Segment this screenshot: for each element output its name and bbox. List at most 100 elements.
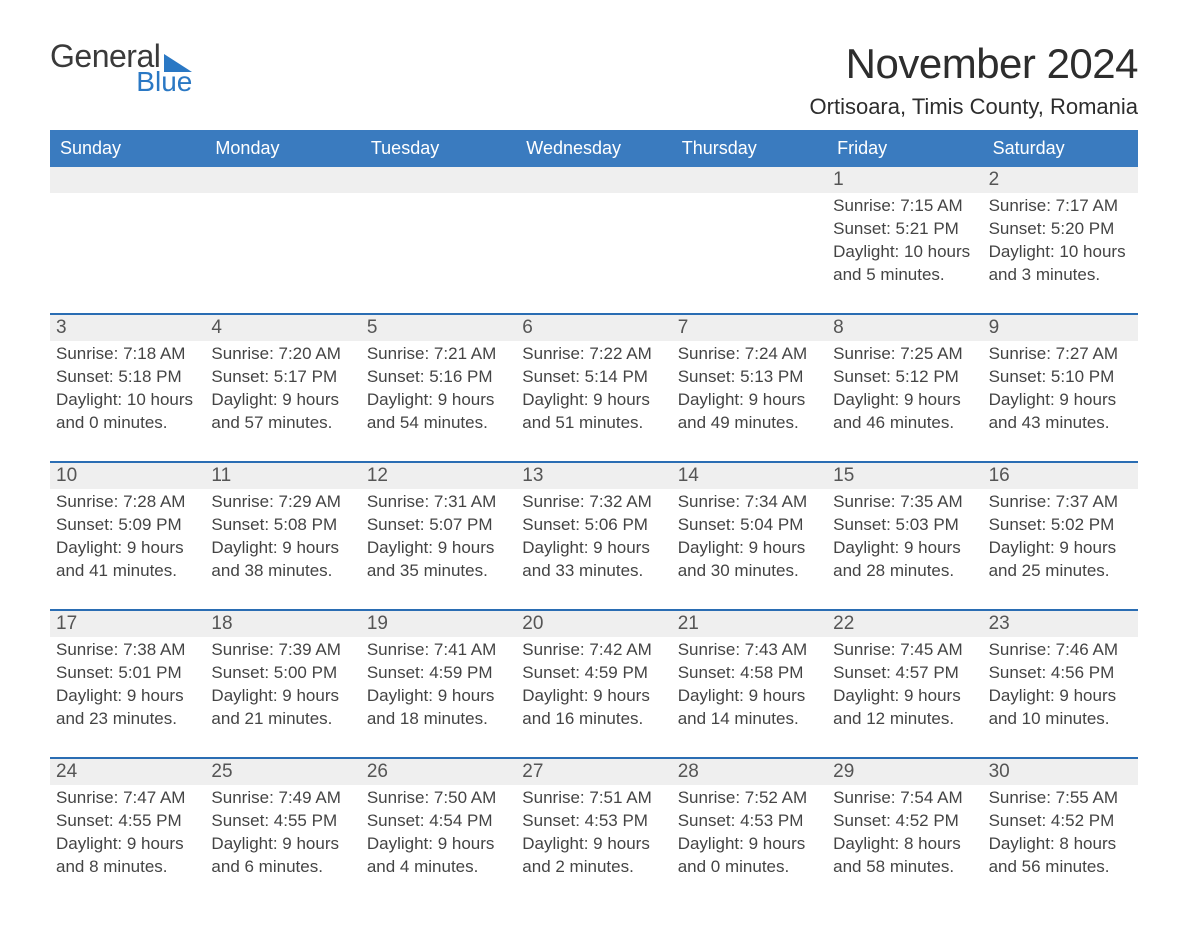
day-cell (205, 167, 360, 299)
sunset-line: Sunset: 5:16 PM (367, 366, 510, 389)
daylight-line-1: Daylight: 9 hours (367, 537, 510, 560)
week-row: 17Sunrise: 7:38 AMSunset: 5:01 PMDayligh… (50, 611, 1138, 743)
day-cell: 1Sunrise: 7:15 AMSunset: 5:21 PMDaylight… (827, 167, 982, 299)
sunrise-line: Sunrise: 7:55 AM (989, 787, 1132, 810)
daylight-line-2: and 49 minutes. (678, 412, 821, 435)
daylight-line-1: Daylight: 9 hours (367, 833, 510, 856)
weekday-header: Thursday (672, 130, 827, 167)
daylight-line-2: and 12 minutes. (833, 708, 976, 731)
sunrise-line: Sunrise: 7:25 AM (833, 343, 976, 366)
weekday-header: Sunday (50, 130, 205, 167)
sunrise-line: Sunrise: 7:37 AM (989, 491, 1132, 514)
daylight-line-2: and 54 minutes. (367, 412, 510, 435)
day-number: 13 (516, 463, 671, 489)
day-cell: 16Sunrise: 7:37 AMSunset: 5:02 PMDayligh… (983, 463, 1138, 595)
week-row: 10Sunrise: 7:28 AMSunset: 5:09 PM Dayligh… (50, 463, 1138, 595)
day-details: Sunrise: 7:52 AMSunset: 4:53 PMDaylight:… (672, 785, 827, 881)
sunrise-line: Sunrise: 7:28 AM (56, 491, 199, 514)
daylight-line-1: Daylight: 9 hours (56, 833, 199, 856)
day-details: Sunrise: 7:18 AMSunset: 5:18 PMDaylight:… (50, 341, 205, 437)
day-details: Sunrise: 7:35 AMSunset: 5:03 PMDaylight:… (827, 489, 982, 585)
day-number: 9 (983, 315, 1138, 341)
day-cell: 26Sunrise: 7:50 AMSunset: 4:54 PMDayligh… (361, 759, 516, 891)
sunrise-line: Sunrise: 7:52 AM (678, 787, 821, 810)
daylight-line-2: and 51 minutes. (522, 412, 665, 435)
blank-daynum (50, 167, 205, 193)
sunrise-line: Sunrise: 7:34 AM (678, 491, 821, 514)
day-cell: 10Sunrise: 7:28 AMSunset: 5:09 PMDayligh… (50, 463, 205, 595)
sunrise-line: Sunrise: 7:49 AM (211, 787, 354, 810)
weekday-header-row: Sunday Monday Tuesday Wednesday Thursday… (50, 130, 1138, 167)
day-cell (361, 167, 516, 299)
location-subtitle: Ortisoara, Timis County, Romania (810, 94, 1138, 120)
day-details: Sunrise: 7:31 AMSunset: 5:07 PMDaylight:… (361, 489, 516, 585)
sunset-line: Sunset: 5:06 PM (522, 514, 665, 537)
day-details: Sunrise: 7:27 AMSunset: 5:10 PMDaylight:… (983, 341, 1138, 437)
day-number: 8 (827, 315, 982, 341)
daylight-line-1: Daylight: 9 hours (211, 389, 354, 412)
day-details: Sunrise: 7:55 AMSunset: 4:52 PMDaylight:… (983, 785, 1138, 881)
blank-daynum (205, 167, 360, 193)
day-details: Sunrise: 7:51 AMSunset: 4:53 PMDaylight:… (516, 785, 671, 881)
daylight-line-2: and 18 minutes. (367, 708, 510, 731)
day-cell: 9Sunrise: 7:27 AMSunset: 5:10 PMDaylight… (983, 315, 1138, 447)
day-number: 10 (50, 463, 205, 489)
sunset-line: Sunset: 5:10 PM (989, 366, 1132, 389)
week-row: 3Sunrise: 7:18 AMSunset: 5:18 PMDaylight… (50, 315, 1138, 447)
sunset-line: Sunset: 5:14 PM (522, 366, 665, 389)
daylight-line-1: Daylight: 9 hours (989, 389, 1132, 412)
sunrise-line: Sunrise: 7:27 AM (989, 343, 1132, 366)
daylight-line-1: Daylight: 9 hours (522, 389, 665, 412)
day-details: Sunrise: 7:20 AMSunset: 5:17 PMDaylight:… (205, 341, 360, 437)
day-number: 26 (361, 759, 516, 785)
daylight-line-2: and 41 minutes. (56, 560, 199, 583)
week-row: 1Sunrise: 7:15 AMSunset: 5:21 PMDaylight… (50, 167, 1138, 299)
day-cell: 3Sunrise: 7:18 AMSunset: 5:18 PMDaylight… (50, 315, 205, 447)
sunset-line: Sunset: 5:09 PM (56, 514, 199, 537)
day-number: 7 (672, 315, 827, 341)
daylight-line-2: and 28 minutes. (833, 560, 976, 583)
day-number: 21 (672, 611, 827, 637)
day-number: 20 (516, 611, 671, 637)
day-details: Sunrise: 7:32 AMSunset: 5:06 PMDaylight:… (516, 489, 671, 585)
daylight-line-1: Daylight: 8 hours (833, 833, 976, 856)
daylight-line-2: and 4 minutes. (367, 856, 510, 879)
daylight-line-2: and 16 minutes. (522, 708, 665, 731)
daylight-line-1: Daylight: 9 hours (522, 833, 665, 856)
daylight-line-2: and 14 minutes. (678, 708, 821, 731)
weekday-header: Wednesday (516, 130, 671, 167)
daylight-line-1: Daylight: 9 hours (678, 685, 821, 708)
month-title: November 2024 (810, 40, 1138, 88)
sunset-line: Sunset: 4:55 PM (56, 810, 199, 833)
sunset-line: Sunset: 5:04 PM (678, 514, 821, 537)
calendar-page: General Blue November 2024 Ortisoara, Ti… (0, 0, 1188, 951)
daylight-line-2: and 35 minutes. (367, 560, 510, 583)
sunset-line: Sunset: 4:52 PM (833, 810, 976, 833)
day-number: 15 (827, 463, 982, 489)
day-number: 29 (827, 759, 982, 785)
sunrise-line: Sunrise: 7:29 AM (211, 491, 354, 514)
day-details: Sunrise: 7:37 AMSunset: 5:02 PMDaylight:… (983, 489, 1138, 585)
sunset-line: Sunset: 4:52 PM (989, 810, 1132, 833)
day-cell: 30Sunrise: 7:55 AMSunset: 4:52 PMDayligh… (983, 759, 1138, 891)
day-cell: 18Sunrise: 7:39 AMSunset: 5:00 PMDayligh… (205, 611, 360, 743)
daylight-line-1: Daylight: 9 hours (211, 685, 354, 708)
day-details: Sunrise: 7:50 AMSunset: 4:54 PMDaylight:… (361, 785, 516, 881)
day-number: 6 (516, 315, 671, 341)
day-details: Sunrise: 7:39 AMSunset: 5:00 PMDaylight:… (205, 637, 360, 733)
day-cell: 11Sunrise: 7:29 AMSunset: 5:08 PMDayligh… (205, 463, 360, 595)
day-number: 30 (983, 759, 1138, 785)
day-cell: 25Sunrise: 7:49 AMSunset: 4:55 PMDayligh… (205, 759, 360, 891)
daylight-line-2: and 8 minutes. (56, 856, 199, 879)
sunrise-line: Sunrise: 7:41 AM (367, 639, 510, 662)
daylight-line-1: Daylight: 9 hours (211, 833, 354, 856)
day-cell (672, 167, 827, 299)
blank-daynum (361, 167, 516, 193)
daylight-line-2: and 21 minutes. (211, 708, 354, 731)
sunrise-line: Sunrise: 7:31 AM (367, 491, 510, 514)
day-cell: 12Sunrise: 7:31 AMSunset: 5:07 PMDayligh… (361, 463, 516, 595)
day-details: Sunrise: 7:46 AMSunset: 4:56 PMDaylight:… (983, 637, 1138, 733)
day-cell: 2Sunrise: 7:17 AMSunset: 5:20 PMDaylight… (983, 167, 1138, 299)
day-number: 28 (672, 759, 827, 785)
calendar-grid: Sunday Monday Tuesday Wednesday Thursday… (50, 130, 1138, 891)
